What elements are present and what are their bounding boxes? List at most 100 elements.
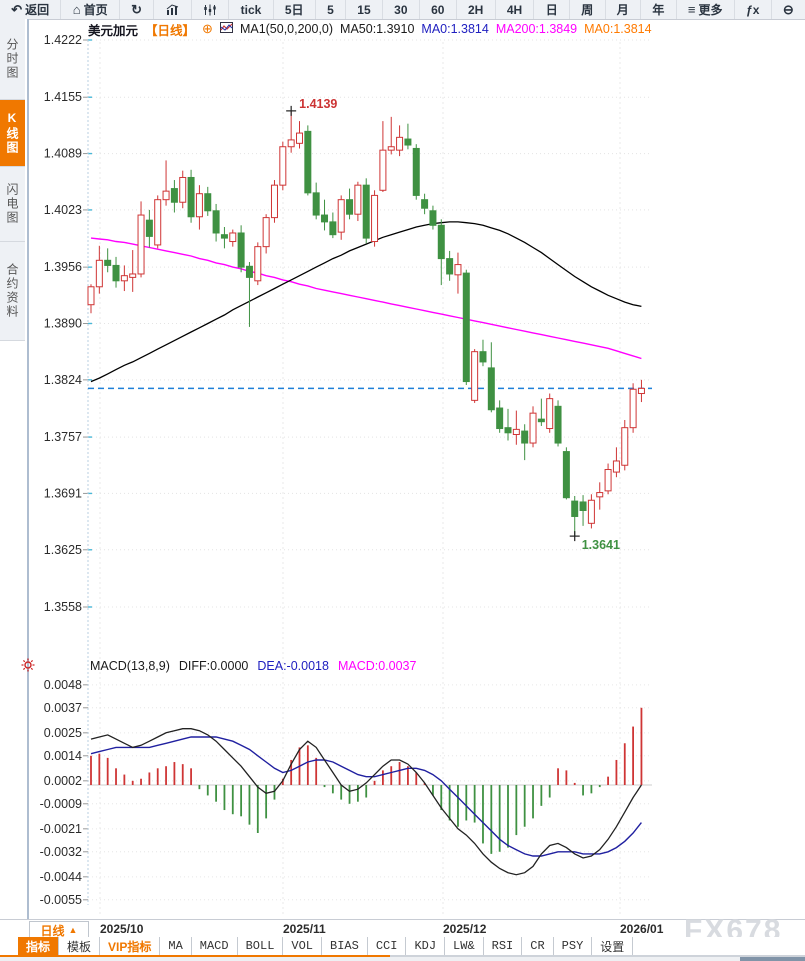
macd-diff-value: DIFF:0.0000 <box>178 658 249 673</box>
toolbar-more-label: 更多 <box>698 3 723 17</box>
macd-header: MACD(13,8,9) DIFF:0.0000 DEA:-0.0018 MAC… <box>90 658 416 673</box>
price-axis-label: 1.4155 <box>44 90 82 104</box>
bar-chart-icon <box>166 3 178 15</box>
sidebar-item-kline-chart[interactable]: K线图 <box>0 100 25 167</box>
toolbar-period-2h[interactable]: 2H <box>457 0 496 19</box>
home-icon: ⌂ <box>72 2 81 17</box>
toolbar-more[interactable]: ≡ 更多 <box>677 0 735 19</box>
price-axis-label: 1.3956 <box>44 260 82 274</box>
period-tag: 【日线】 <box>145 23 196 38</box>
candle-body <box>529 412 537 444</box>
candle-body <box>87 286 95 306</box>
indicator-tab-settings[interactable]: 设置 <box>592 937 634 955</box>
toolbar-period-2h-label: 2H <box>467 2 484 17</box>
indicator-tab-lw[interactable]: LW& <box>445 937 484 955</box>
price-axis-label: 1.3757 <box>44 430 82 444</box>
sidebar-item-lightning-chart[interactable]: 闪电图 <box>0 167 25 242</box>
indicator-tab-vol[interactable]: VOL <box>283 937 323 955</box>
candle-body <box>612 460 620 473</box>
candle-body <box>312 192 320 216</box>
toolbar-tick[interactable]: tick <box>229 0 274 19</box>
sidebar-item-time-share-chart[interactable]: 分时图 <box>0 19 25 100</box>
instrument-name: 美元加元 <box>88 23 139 38</box>
candle-body <box>187 176 195 218</box>
candle-body <box>446 258 454 275</box>
macd-axis-label: -0.0009 <box>40 797 82 811</box>
candle-body <box>637 387 645 395</box>
toolbar-period-60[interactable]: 60 <box>420 0 457 19</box>
candle-body <box>287 139 295 148</box>
toolbar-refresh[interactable]: ↻ <box>120 0 155 19</box>
indicator-tab-indicators[interactable]: 指标 <box>18 937 60 955</box>
ma200-value: MA200:1.3849 <box>495 22 578 36</box>
toolbar-home[interactable]: ⌂ 首页 <box>61 0 120 19</box>
indicator-tab-ma[interactable]: MA <box>160 937 192 955</box>
tabbar-underline <box>390 955 805 957</box>
candle-body <box>579 501 587 511</box>
ma200-line <box>90 237 642 360</box>
candle-body <box>329 221 337 236</box>
toolbar-period-week-label: 周 <box>581 3 594 17</box>
macd-settings-sun-icon[interactable] <box>21 658 35 677</box>
indicator-tab-templates[interactable]: 模板 <box>59 937 101 955</box>
candle-body <box>137 214 145 275</box>
candle-body <box>304 130 312 194</box>
macd-axis-label: 0.0048 <box>44 678 82 692</box>
candle-body <box>346 199 354 215</box>
toolbar-period-4h[interactable]: 4H <box>496 0 535 19</box>
toolbar-tick-label: tick <box>240 2 262 17</box>
candle-body <box>437 224 445 260</box>
high-price-label: 1.4139 <box>299 97 337 111</box>
refresh-icon: ↻ <box>131 2 143 17</box>
candle-body <box>554 405 562 444</box>
line-chart-icon <box>219 22 233 36</box>
sidebar-item-contract-info[interactable]: 合约资料 <box>0 242 25 341</box>
xaxis-strip: 日线 ▲ 2025/10 2025/11 2025/12 2026/01 FX678 <box>0 914 805 947</box>
indicator-tab-bias[interactable]: BIAS <box>322 937 368 955</box>
indicator-tabbar: 指标 模板 VIP指标 MA MACD BOLL VOL BIAS CCI KDJ LW& RSI CR… <box>0 937 805 955</box>
toolbar-zoom-out[interactable]: ⊖ <box>772 0 805 19</box>
indicator-tab-kdj[interactable]: KDJ <box>406 937 446 955</box>
toolbar-home-label: 首页 <box>83 3 108 17</box>
indicator-tab-vip-indicators[interactable]: VIP指标 <box>100 937 161 955</box>
candle-body <box>104 259 112 266</box>
indicator-tab-rsi[interactable]: RSI <box>484 937 523 955</box>
toolbar-period-day[interactable]: 日 <box>534 0 570 19</box>
indicator-tab-cr[interactable]: CR <box>522 937 554 955</box>
candle-body <box>429 210 437 226</box>
toolbar-bar-chart[interactable] <box>154 0 192 19</box>
x-axis-label: 2026/01 <box>620 922 664 936</box>
candle-body <box>479 351 487 363</box>
candle-body <box>245 265 253 278</box>
candle-body <box>596 492 604 498</box>
price-axis-label: 1.4222 <box>44 33 82 47</box>
candle-body <box>120 275 128 282</box>
back-icon: ↶ <box>11 2 23 17</box>
toolbar-period-year[interactable]: 年 <box>641 0 677 19</box>
indicator-tab-cci[interactable]: CCI <box>368 937 407 955</box>
toolbar-back[interactable]: ↶ 返回 <box>0 0 62 19</box>
toolbar-fx[interactable]: ƒx <box>735 0 772 19</box>
indicator-tab-macd[interactable]: MACD <box>192 937 238 955</box>
indicator-tab-psy[interactable]: PSY <box>554 937 593 955</box>
macd-axis-label: 0.0037 <box>44 701 82 715</box>
indicator-tab-boll[interactable]: BOLL <box>238 937 284 955</box>
candle-body <box>220 234 228 239</box>
candle-body <box>129 273 137 278</box>
toolbar-period-15[interactable]: 15 <box>346 0 383 19</box>
add-overlay-icon[interactable]: ⊕ <box>202 21 213 36</box>
toolbar-period-5[interactable]: 5 <box>316 0 347 19</box>
toolbar-period-30[interactable]: 30 <box>383 0 420 19</box>
candle-body <box>212 210 220 234</box>
bottom-scrollbar[interactable] <box>740 957 805 961</box>
candle-body <box>371 194 379 243</box>
macd-formula: MACD(13,8,9) <box>90 658 170 673</box>
price-axis-label: 1.3824 <box>44 373 82 387</box>
macd-axis-label: -0.0021 <box>40 822 82 836</box>
price-axis-label: 1.3691 <box>44 486 82 500</box>
toolbar-candle-sliders[interactable] <box>192 0 230 19</box>
toolbar-period-week[interactable]: 周 <box>570 0 606 19</box>
toolbar-period-month[interactable]: 月 <box>606 0 642 19</box>
toolbar-period-5d[interactable]: 5日 <box>274 0 316 19</box>
toolbar-back-label: 返回 <box>25 3 50 17</box>
